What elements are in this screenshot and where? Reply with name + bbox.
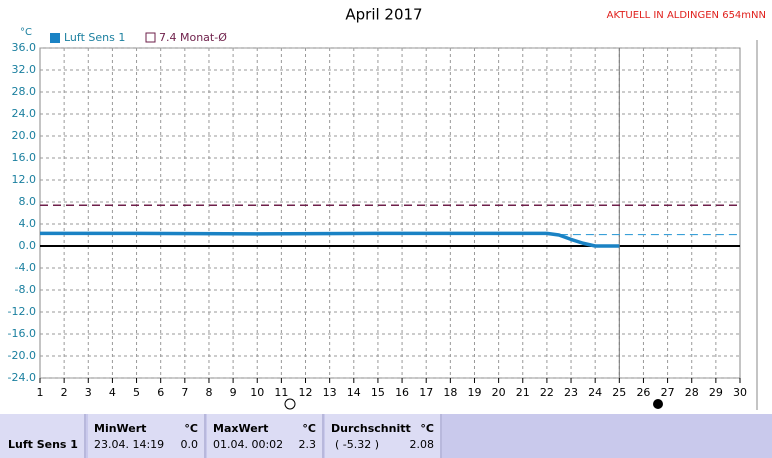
stat-time: 01.04. 00:02: [213, 438, 284, 451]
x-tick-label: 22: [540, 386, 554, 399]
y-tick-label: 32.0: [12, 63, 37, 76]
x-tick-label: 27: [661, 386, 675, 399]
y-tick-label: 28.0: [12, 85, 37, 98]
stats-cell: Luft Sens 1: [0, 414, 86, 458]
x-tick-label: 6: [157, 386, 164, 399]
data-line: [40, 231, 620, 248]
y-tick-label: -12.0: [8, 305, 36, 318]
y-tick-label: 4.0: [19, 217, 37, 230]
legend-label: Luft Sens 1: [64, 31, 125, 44]
y-tick-label: 36.0: [12, 41, 37, 54]
y-tick-label: 12.0: [12, 173, 37, 186]
moon-icon: [284, 398, 296, 410]
stat-note: ( -5.32 ): [335, 438, 380, 451]
x-tick-label: 19: [467, 386, 481, 399]
x-tick-label: 11: [274, 386, 288, 399]
x-tick-label: 1: [37, 386, 44, 399]
x-tick-label: 18: [443, 386, 457, 399]
y-tick-label: 8.0: [19, 195, 37, 208]
stat-header: MaxWert: [213, 422, 269, 435]
x-tick-label: 3: [85, 386, 92, 399]
chart: April 2017 AKTUELL IN ALDINGEN 654mNN °C…: [8, 6, 766, 410]
stats-cell: Durchschnitt °C ( -5.32 ) 2.08: [325, 414, 442, 458]
chart-title: April 2017: [345, 6, 422, 24]
sensor-name: Luft Sens 1: [8, 438, 78, 451]
x-tick-label: 10: [250, 386, 264, 399]
x-tick-label: 13: [323, 386, 337, 399]
stat-unit: °C: [420, 422, 434, 435]
y-tick-label: -4.0: [15, 261, 36, 274]
stat-unit: °C: [302, 422, 316, 435]
stats-cell: MinWert °C 23.04. 14:19 0.0: [88, 414, 206, 458]
legend: Luft Sens 1 7.4 Monat-Ø: [50, 31, 227, 44]
x-tick-label: 8: [205, 386, 212, 399]
x-tick-label: 24: [588, 386, 602, 399]
stats-cell: MaxWert °C 01.04. 00:02 2.3: [207, 414, 324, 458]
station-label: AKTUELL IN ALDINGEN 654mNN: [607, 10, 766, 21]
y-tick-label: -24.0: [8, 371, 36, 384]
x-tick-label: 12: [299, 386, 313, 399]
x-tick-label: 29: [709, 386, 723, 399]
stat-time: 23.04. 14:19: [94, 438, 165, 451]
x-tick-label: 23: [564, 386, 578, 399]
grid: [40, 47, 740, 379]
x-tick-label: 21: [516, 386, 530, 399]
x-tick-label: 2: [61, 386, 68, 399]
y-tick-label: 24.0: [12, 107, 37, 120]
x-tick-label: 16: [395, 386, 409, 399]
stat-header: Durchschnitt: [331, 422, 411, 435]
y-tick-label: -20.0: [8, 349, 36, 362]
stat-header: MinWert: [94, 422, 147, 435]
x-tick-label: 14: [347, 386, 361, 399]
stat-value: 0.0: [180, 438, 199, 451]
y-unit: °C: [20, 27, 32, 38]
x-tick-label: 30: [733, 386, 747, 399]
x-tick-label: 20: [492, 386, 506, 399]
stat-value: 2.3: [298, 438, 317, 451]
x-tick-label: 15: [371, 386, 385, 399]
y-tick-label: 20.0: [12, 129, 37, 142]
x-tick-label: 25: [612, 386, 626, 399]
x-tick-label: 5: [133, 386, 140, 399]
moon-icon: [653, 399, 663, 409]
stat-unit: °C: [184, 422, 198, 435]
plot-area: [39, 47, 741, 379]
y-tick-label: -16.0: [8, 327, 36, 340]
legend-label: 7.4 Monat-Ø: [159, 31, 227, 44]
x-tick-label: 28: [685, 386, 699, 399]
x-tick-label: 4: [109, 386, 116, 399]
x-tick-label: 17: [419, 386, 433, 399]
stat-value: 2.08: [409, 438, 435, 451]
x-tick-label: 7: [181, 386, 188, 399]
x-tick-label: 9: [230, 386, 237, 399]
y-tick-label: 16.0: [12, 151, 37, 164]
stats-table: Luft Sens 1 MinWert °C 23.04. 14:19 0.0 …: [0, 414, 772, 458]
legend-swatch: [145, 32, 156, 43]
y-tick-label: 0.0: [19, 239, 37, 252]
legend-swatch: [50, 33, 60, 43]
y-tick-label: -8.0: [15, 283, 36, 296]
x-tick-label: 26: [636, 386, 650, 399]
